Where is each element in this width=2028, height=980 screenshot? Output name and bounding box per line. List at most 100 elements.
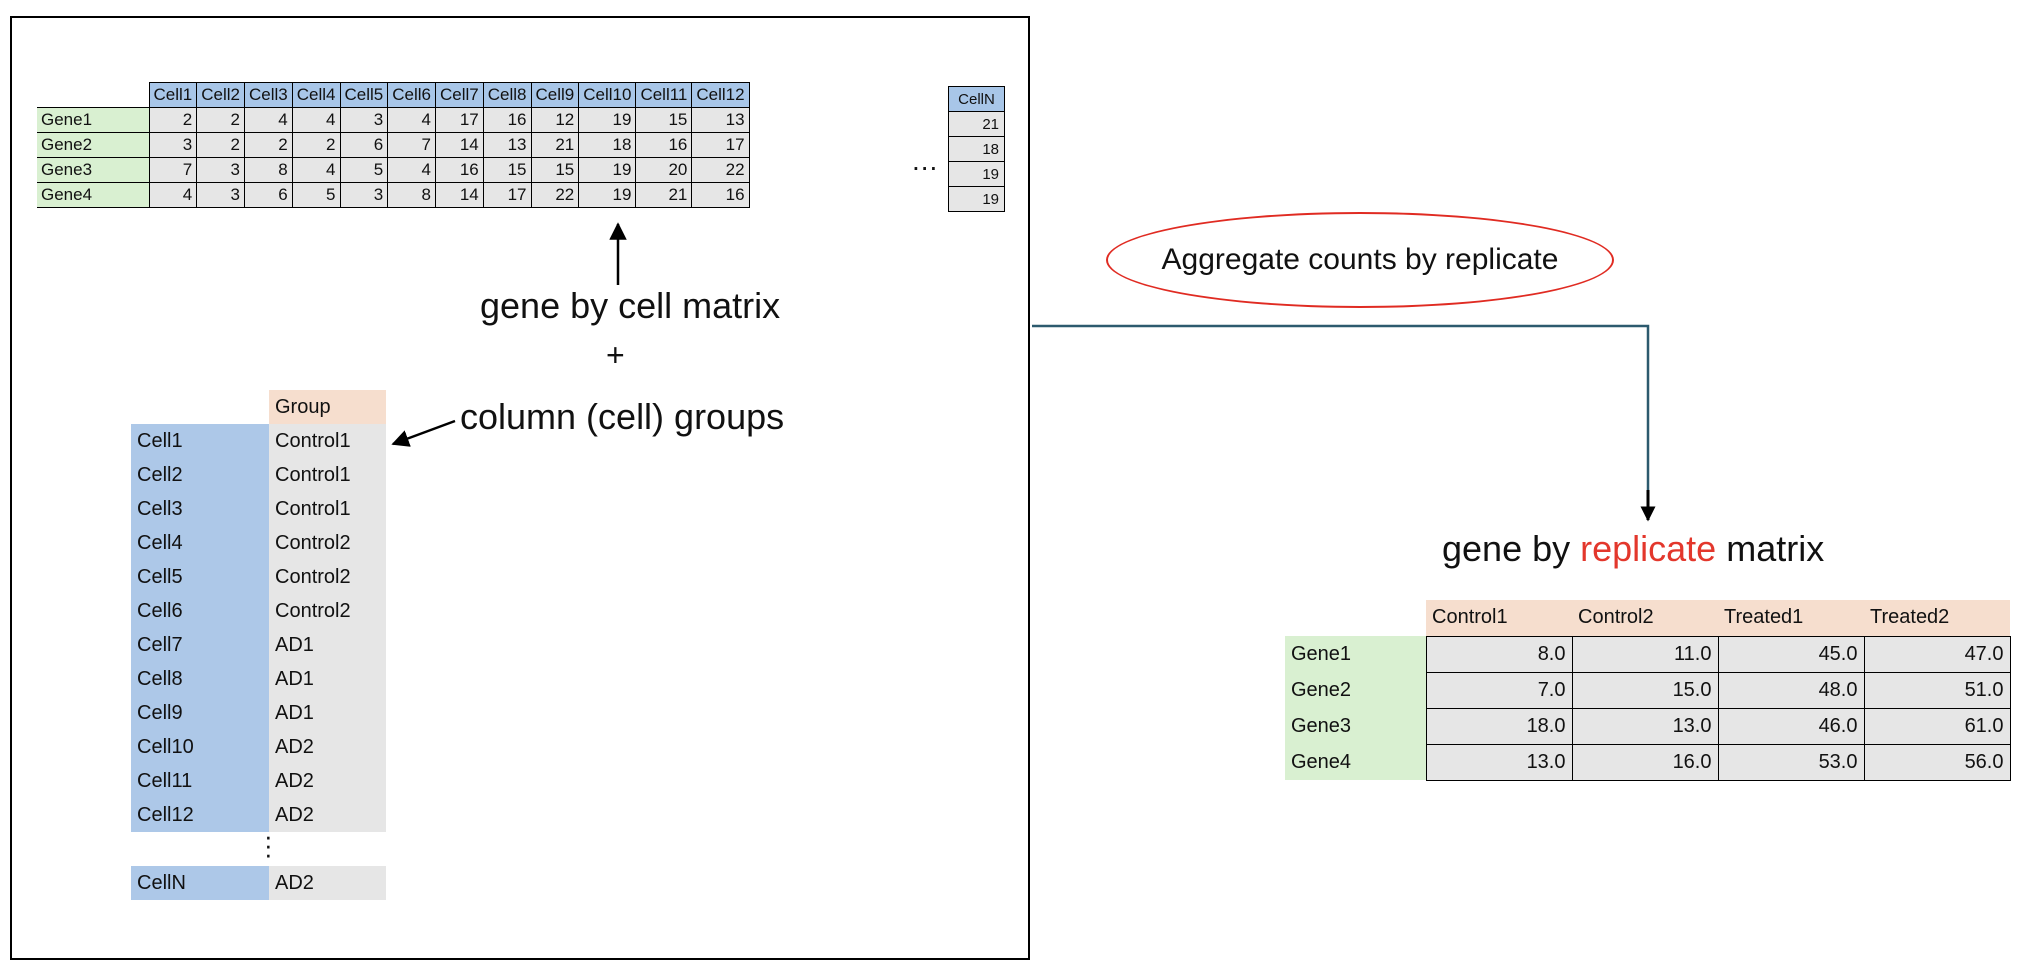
gene-replicate-matrix: Control1 Control2 Treated1 Treated2 Gene… — [1285, 600, 2011, 781]
aggregate-count-cell: 61.0 — [1863, 707, 2011, 745]
replicate-gene-row: Gene3 18.0 13.0 46.0 61.0 — [1285, 707, 2011, 745]
replicate-gene-row: Gene2 7.0 15.0 48.0 51.0 — [1285, 671, 2011, 709]
cell-name: Cell9 — [131, 696, 269, 730]
group-row: Cell12 AD2 — [131, 798, 386, 832]
aggregate-count-cell: 48.0 — [1717, 671, 1865, 709]
gene-label: Gene1 — [1285, 636, 1426, 672]
aggregate-count-cell: 51.0 — [1863, 671, 2011, 709]
group-row: Cell6 Control2 — [131, 594, 386, 628]
aggregate-count-cell: 47.0 — [1863, 635, 2011, 673]
gene-label: Gene4 — [37, 182, 150, 208]
cell-name: Cell12 — [131, 798, 269, 832]
group-value: Control2 — [269, 594, 386, 628]
count-cell: 13 — [482, 132, 532, 158]
aggregate-count-cell: 53.0 — [1717, 743, 1865, 781]
count-cell: 20 — [635, 157, 693, 183]
count-cell: 4 — [148, 182, 198, 208]
count-cell: 8 — [387, 182, 436, 208]
cell-name: Cell10 — [131, 730, 269, 764]
count-cell: 22 — [691, 157, 750, 183]
aggregate-count-cell: 8.0 — [1425, 635, 1573, 673]
gene-label: Gene3 — [1285, 708, 1426, 744]
replicate-corner — [1285, 600, 1426, 636]
group-row: Cell4 Control2 — [131, 526, 386, 560]
count-cell: 14 — [435, 132, 484, 158]
count-cell: 15 — [635, 107, 693, 133]
replicate-column-header: Control2 — [1572, 600, 1718, 636]
cell-column-header: Cell4 — [291, 82, 341, 108]
cell-name: Cell4 — [131, 526, 269, 560]
aggregate-connector — [1032, 324, 1650, 510]
aggregate-step-ellipse: Aggregate counts by replicate — [1106, 212, 1614, 308]
group-column-header: Group — [269, 390, 386, 424]
replicate-column-header: Treated2 — [1864, 600, 2010, 636]
groups-pointer-arrow — [391, 419, 456, 447]
replicate-label-prefix: gene by — [1442, 528, 1581, 569]
count-cell: 3 — [196, 157, 245, 183]
group-value: AD1 — [269, 696, 386, 730]
group-row: Cell8 AD1 — [131, 662, 386, 696]
count-cell: 21 — [635, 182, 693, 208]
count-cell: 3 — [339, 182, 389, 208]
count-cell: 16 — [435, 157, 484, 183]
matrix-label: gene by cell matrix — [480, 285, 781, 326]
aggregate-label: Aggregate counts by replicate — [1161, 243, 1559, 276]
gene-cell-matrix: Cell1 Cell2 Cell3 Cell4 Cell5 Cell6 Cell… — [37, 82, 750, 208]
replicate-label-highlight: replicate — [1580, 528, 1717, 569]
count-cell: 19 — [578, 107, 637, 133]
group-value: AD1 — [269, 628, 386, 662]
aggregate-count-cell: 15.0 — [1571, 671, 1719, 709]
count-cell: 16 — [691, 182, 750, 208]
aggregate-count-cell: 16.0 — [1571, 743, 1719, 781]
count-cell: 3 — [196, 182, 245, 208]
aggregate-count-cell: 46.0 — [1717, 707, 1865, 745]
group-row: Cell7 AD1 — [131, 628, 386, 662]
group-value: AD2 — [269, 730, 386, 764]
group-value: Control1 — [269, 458, 386, 492]
group-value: Control1 — [269, 424, 386, 458]
row-ellipsis: · · · — [264, 821, 273, 869]
gene-label: Gene1 — [37, 107, 150, 133]
cell-name: Cell11 — [131, 764, 269, 798]
count-cell: 4 — [244, 107, 293, 133]
aggregate-count-cell: 45.0 — [1717, 635, 1865, 673]
count-cell: 13 — [691, 107, 750, 133]
group-value: Control1 — [269, 492, 386, 526]
group-value: AD2 — [269, 764, 386, 798]
count-cell: 8 — [244, 157, 293, 183]
groups-label: column (cell) groups — [460, 396, 785, 437]
cell-column-header: Cell6 — [387, 82, 436, 108]
count-cell: 5 — [291, 182, 341, 208]
gene-label: Gene4 — [1285, 744, 1426, 780]
cell-name: Cell5 — [131, 560, 269, 594]
cell-name: Cell3 — [131, 492, 269, 526]
count-cell: 15 — [482, 157, 532, 183]
count-cell: 5 — [339, 157, 389, 183]
aggregate-count-cell: 18.0 — [1425, 707, 1573, 745]
count-cell: 2 — [148, 107, 198, 133]
aggregate-count-cell: 13.0 — [1425, 743, 1573, 781]
group-row: Cell5 Control2 — [131, 560, 386, 594]
group-value: AD1 — [269, 662, 386, 696]
replicate-matrix-label: gene by replicate matrix — [1442, 528, 1824, 570]
cell-name: Cell1 — [131, 424, 269, 458]
count-cell: 21 — [530, 132, 580, 158]
input-panel — [10, 16, 1030, 960]
cell-name: Cell7 — [131, 628, 269, 662]
celln-value: 19 — [948, 161, 1005, 187]
count-cell: 18 — [578, 132, 637, 158]
gene-label: Gene2 — [37, 132, 150, 158]
gene-row: Gene2 3 2 2 2 6 7 14 13 21 18 16 17 — [37, 132, 750, 158]
cell-column-header: Cell10 — [578, 82, 637, 108]
group-value: Control2 — [269, 526, 386, 560]
count-cell: 3 — [148, 132, 198, 158]
gene-row: Gene3 7 3 8 4 5 4 16 15 15 19 20 22 — [37, 157, 750, 183]
count-cell: 17 — [482, 182, 532, 208]
aggregate-count-cell: 11.0 — [1571, 635, 1719, 673]
replicate-gene-row: Gene4 13.0 16.0 53.0 56.0 — [1285, 743, 2011, 781]
count-cell: 17 — [435, 107, 484, 133]
count-cell: 16 — [482, 107, 532, 133]
aggregate-count-cell: 7.0 — [1425, 671, 1573, 709]
cell-name: Cell2 — [131, 458, 269, 492]
